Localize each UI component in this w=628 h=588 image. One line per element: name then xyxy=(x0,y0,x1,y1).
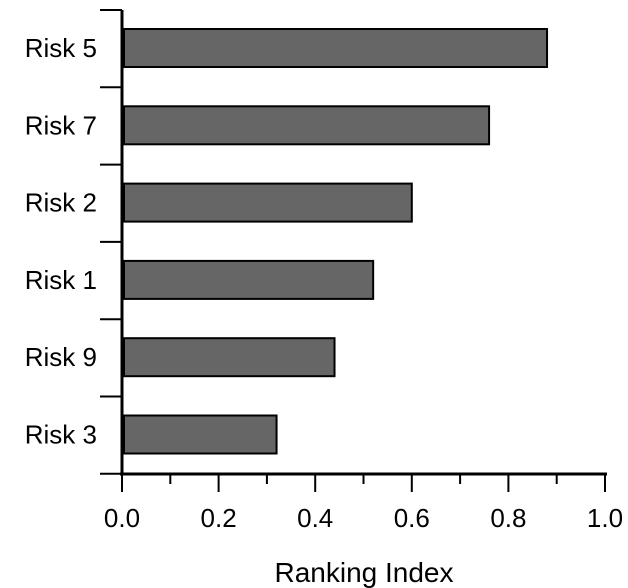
x-axis: 0.0 0.2 0.4 0.6 0.8 1.0 xyxy=(104,472,623,533)
bar-risk-7 xyxy=(123,105,491,146)
bar-risk-2 xyxy=(123,182,413,223)
x-tick-label: 0.6 xyxy=(394,503,430,533)
category-label: Risk 2 xyxy=(25,188,97,218)
x-axis-title: Ranking Index xyxy=(274,557,453,588)
category-label: Risk 1 xyxy=(25,265,97,295)
bars-group xyxy=(123,28,549,455)
bar-risk-5 xyxy=(123,28,549,68)
x-tick-label: 0.2 xyxy=(201,503,237,533)
category-label: Risk 5 xyxy=(25,33,97,63)
category-label: Risk 7 xyxy=(25,110,97,140)
category-label: Risk 9 xyxy=(25,342,97,372)
x-tick-label: 1.0 xyxy=(587,503,623,533)
x-tick-label: 0.0 xyxy=(104,503,140,533)
category-labels: Risk 5 Risk 7 Risk 2 Risk 1 Risk 9 Risk 3 xyxy=(25,33,97,450)
y-axis xyxy=(100,9,124,475)
category-label: Risk 3 xyxy=(25,420,97,450)
bar-risk-9 xyxy=(123,337,336,378)
bar-risk-1 xyxy=(123,259,375,300)
x-tick-label: 0.8 xyxy=(490,503,526,533)
bar-risk-3 xyxy=(123,414,278,455)
x-tick-label: 0.4 xyxy=(297,503,333,533)
